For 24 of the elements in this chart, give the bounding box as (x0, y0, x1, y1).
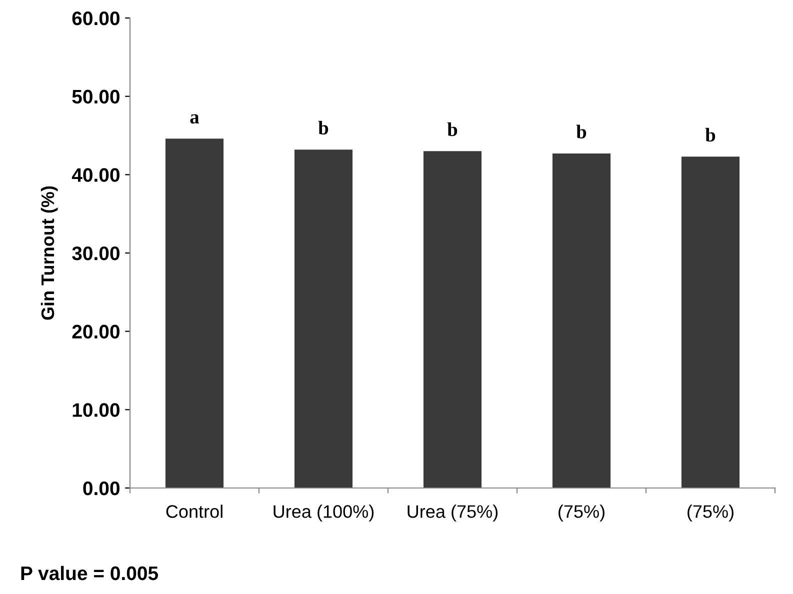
y-tick-label: 30.00 (72, 246, 120, 260)
bar (423, 151, 482, 488)
data-label: b (576, 124, 586, 138)
y-tick-label: 20.00 (72, 324, 120, 339)
x-tick-label: Urea (75%) (408, 504, 498, 522)
y-axis-title: Gin Turnout (%) (40, 186, 58, 320)
y-tick-label: 60.00 (72, 11, 120, 26)
bar (294, 150, 353, 488)
data-label: b (447, 122, 458, 136)
x-tick-label: (75%) (558, 504, 604, 522)
data-label: a (190, 114, 200, 124)
bar (165, 138, 224, 488)
x-tick-label: Urea (100%) (274, 504, 374, 522)
data-label: b (318, 120, 328, 135)
text: P value = 0.005 (21, 566, 158, 580)
y-tick-label: 10.00 (72, 403, 120, 417)
x-tick-label: (75%) (688, 504, 734, 522)
y-tick-label: 50.00 (72, 90, 120, 104)
y-tick-label: 40.00 (72, 168, 120, 182)
data-label: b (705, 128, 716, 142)
bar (552, 154, 611, 488)
bar (681, 156, 740, 488)
x-tick-label: Control (166, 504, 222, 518)
y-tick-label: 0.00 (83, 481, 120, 496)
